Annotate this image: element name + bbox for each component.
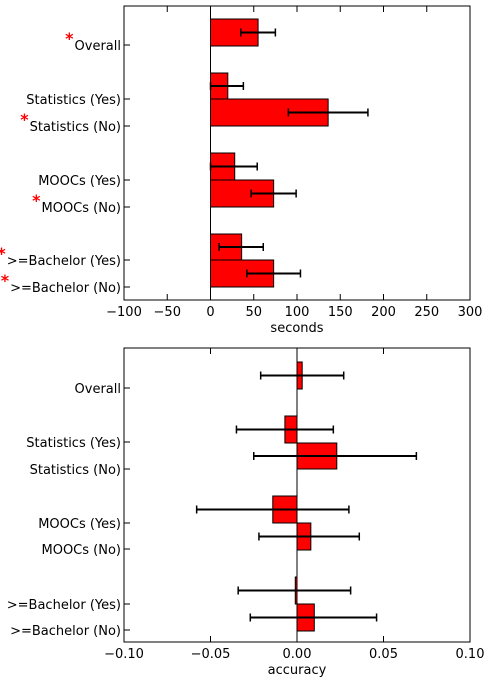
- category-label-bachelor-yes: >=Bachelor (Yes): [7, 254, 121, 269]
- category-label-bachelor-no: >=Bachelor (No): [10, 624, 121, 639]
- x-tick-label: −100: [106, 305, 142, 320]
- x-tick-label: 0.00: [283, 647, 312, 662]
- x-axis-label: seconds: [270, 321, 323, 336]
- error-bar-moocs-no: [258, 532, 361, 541]
- error-bar-bachelor-yes: [218, 243, 265, 251]
- significance-star: *: [20, 110, 29, 129]
- category-label-bachelor-yes: >=Bachelor (Yes): [7, 598, 121, 613]
- category-label-statistics-no: Statistics (No): [30, 120, 121, 135]
- chart-seconds: −100 −50 0 50 100 150 200 250 300secondsOverall*…: [0, 5, 483, 336]
- x-tick-label: −50: [154, 305, 181, 320]
- category-label-overall: Overall: [75, 382, 121, 397]
- error-bar-moocs-yes: [209, 162, 258, 171]
- significance-star: *: [1, 271, 10, 290]
- x-tick-label: −0.10: [104, 647, 144, 662]
- significance-star: *: [0, 244, 6, 263]
- x-tick-label: 50: [245, 305, 262, 320]
- category-label-moocs-yes: MOOCs (Yes): [38, 174, 121, 189]
- category-label-moocs-no: MOOCs (No): [42, 201, 122, 216]
- category-label-bachelor-no: >=Bachelor (No): [10, 281, 121, 296]
- error-bar-moocs-no: [250, 189, 297, 198]
- x-tick-label: 200: [371, 305, 396, 320]
- x-tick-label: 0.10: [456, 647, 485, 662]
- chart-accuracy: −0.10 −0.05 0.00 0.05 0.10 accuracy Overall Sta…: [7, 347, 485, 678]
- error-bar-bachelor-no: [246, 269, 302, 278]
- x-tick-label: −0.05: [191, 647, 231, 662]
- category-label-overall: Overall: [75, 39, 121, 54]
- error-bar-statistics-no: [253, 452, 418, 460]
- error-bar-overall: [240, 28, 277, 37]
- category-label-statistics-yes: Statistics (Yes): [26, 436, 121, 451]
- error-bar-statistics-no: [287, 108, 369, 117]
- significance-star: *: [65, 29, 74, 48]
- x-tick-label: 100: [285, 305, 310, 320]
- category-label-statistics-no: Statistics (No): [30, 463, 121, 478]
- error-bar-bachelor-yes: [237, 586, 352, 595]
- x-tick-label: 0: [206, 305, 214, 320]
- x-tick-label: 250: [414, 305, 439, 320]
- category-label-statistics-yes: Statistics (Yes): [26, 93, 121, 108]
- significance-star: *: [32, 191, 41, 210]
- error-bar-moocs-yes: [195, 505, 350, 514]
- error-bar-bachelor-no: [249, 613, 378, 622]
- x-axis-label: accuracy: [268, 663, 327, 678]
- category-label-moocs-yes: MOOCs (Yes): [38, 517, 121, 532]
- error-bar-overall: [259, 371, 345, 380]
- error-bar-statistics-yes: [235, 425, 335, 434]
- x-tick-label: 0.05: [369, 647, 398, 662]
- x-tick-label: 150: [328, 305, 353, 320]
- error-bar-statistics-yes: [209, 82, 245, 90]
- x-tick-label: 300: [458, 305, 483, 320]
- plot-frame: [123, 5, 471, 301]
- category-label-moocs-no: MOOCs (No): [42, 543, 122, 558]
